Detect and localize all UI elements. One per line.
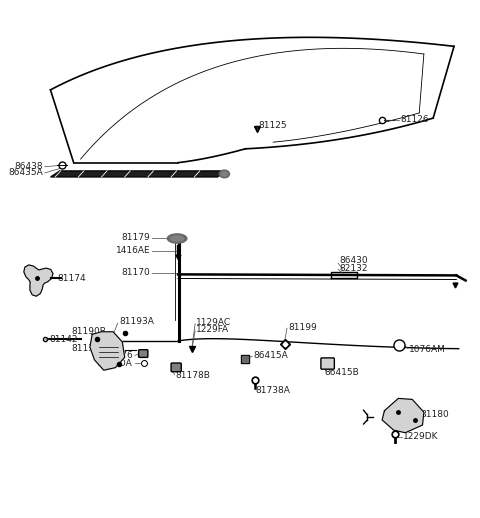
Text: 1076AM: 1076AM	[408, 344, 445, 354]
Text: 1491DA: 1491DA	[97, 358, 133, 368]
Text: 81126: 81126	[400, 115, 429, 124]
Text: 81190B: 81190B	[71, 327, 106, 336]
Ellipse shape	[222, 172, 227, 176]
Polygon shape	[50, 171, 227, 177]
Text: 81176: 81176	[104, 351, 133, 360]
Text: 81738A: 81738A	[255, 386, 290, 395]
Text: 82132: 82132	[339, 264, 368, 273]
Ellipse shape	[168, 234, 187, 243]
Text: 86415B: 86415B	[324, 368, 359, 377]
Text: 1416AE: 1416AE	[116, 246, 150, 255]
Text: 81193A: 81193A	[119, 317, 154, 326]
Text: 81174: 81174	[57, 274, 85, 283]
Polygon shape	[90, 332, 125, 370]
Text: 81125: 81125	[258, 121, 287, 130]
FancyBboxPatch shape	[171, 363, 181, 372]
Ellipse shape	[219, 170, 229, 178]
Text: 1129AC: 1129AC	[196, 318, 231, 326]
Ellipse shape	[170, 236, 183, 241]
FancyBboxPatch shape	[321, 358, 335, 369]
Text: 86415A: 86415A	[253, 351, 288, 360]
Text: 86430: 86430	[339, 256, 368, 265]
FancyBboxPatch shape	[139, 350, 148, 357]
Text: 81178B: 81178B	[176, 371, 211, 380]
Text: 86438: 86438	[15, 162, 44, 171]
Text: 81179: 81179	[121, 234, 150, 242]
Text: 81180: 81180	[420, 410, 449, 419]
Text: 81142: 81142	[49, 335, 78, 344]
Text: 81199: 81199	[288, 323, 317, 332]
Polygon shape	[382, 398, 424, 433]
Text: 1229DK: 1229DK	[403, 433, 439, 441]
Text: 81170: 81170	[121, 268, 150, 277]
Polygon shape	[24, 265, 53, 296]
Text: 1229FA: 1229FA	[196, 325, 229, 334]
Text: 86435A: 86435A	[9, 168, 44, 177]
Text: 81130: 81130	[72, 344, 100, 353]
